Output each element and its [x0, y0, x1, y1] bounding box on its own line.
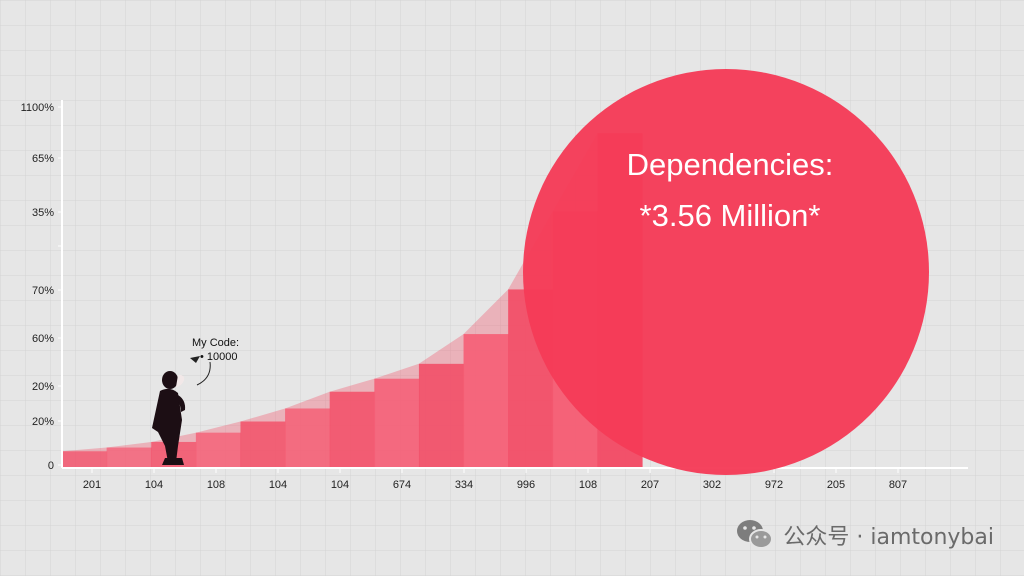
area-segment [329, 391, 375, 468]
x-tick-label: 302 [703, 479, 721, 491]
bubble-title: Dependencies: [627, 147, 834, 182]
x-tick-label: 108 [579, 479, 597, 491]
x-tick-label: 972 [765, 479, 783, 491]
area-segment [285, 408, 331, 468]
y-tick-label: 1100% [21, 102, 55, 114]
x-tick-label: 104 [331, 479, 349, 491]
area-segment [463, 334, 509, 468]
annotation-value: • 10000 [200, 351, 238, 363]
x-tick-label: 807 [889, 479, 907, 491]
y-tick-label: 60% [32, 333, 54, 345]
area-segment [240, 421, 286, 468]
x-tick-label: 674 [393, 479, 411, 491]
area-segment [106, 447, 152, 468]
y-tick-label: 65% [32, 153, 54, 165]
annotation-arrow [196, 361, 211, 386]
x-tick-labels: 201 104 108 104 104 674 334 996 108 207 302 972 205 8… [83, 468, 907, 491]
person-figure [152, 371, 186, 465]
watermark: 公众号 · iamtonybai [735, 518, 994, 552]
y-tick-label: 35% [32, 207, 54, 219]
x-tick-label: 996 [517, 479, 535, 491]
annotation-arrow-head [190, 356, 200, 363]
x-tick-label: 104 [269, 479, 287, 491]
area-segment [62, 451, 108, 468]
dependencies-bubble [523, 69, 929, 475]
x-tick-label: 207 [641, 479, 659, 491]
y-tick-label: 20% [32, 416, 54, 428]
x-tick-label: 201 [83, 479, 101, 491]
bubble-value: *3.56 Million* [640, 198, 821, 233]
x-tick-label: 334 [455, 479, 473, 491]
y-tick-label: 0 [48, 460, 54, 472]
y-tick-label: 20% [32, 381, 54, 393]
area-segment [195, 432, 242, 468]
x-tick-label: 108 [207, 479, 225, 491]
x-tick-label: 205 [827, 479, 845, 491]
area-segment [374, 378, 420, 468]
y-tick-label: 70% [32, 285, 54, 297]
x-tick-label: 104 [145, 479, 163, 491]
area-segment [418, 363, 465, 468]
watermark-text: 公众号 · iamtonybai [783, 525, 994, 550]
wechat-icon [737, 520, 774, 549]
annotation-label: My Code: [192, 337, 239, 349]
y-tick-labels: 0 20% 20% 60% 70% 35% 65% 1100% [21, 102, 62, 472]
